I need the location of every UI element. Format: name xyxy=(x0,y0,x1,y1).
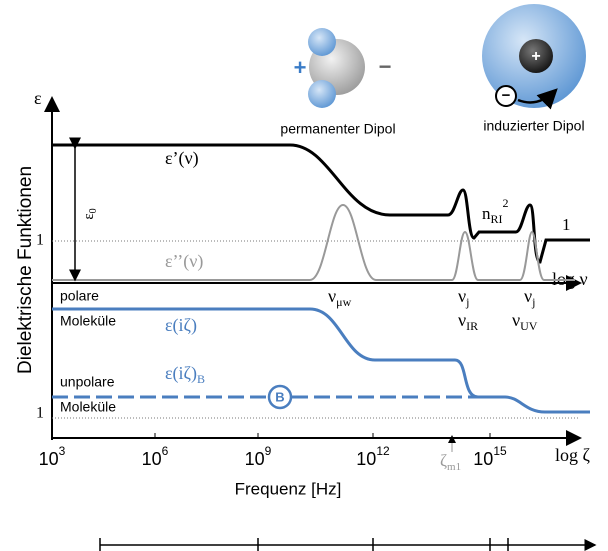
eps-real-curve xyxy=(52,143,590,264)
eps-iz-curve xyxy=(52,307,590,414)
nu-j: νj xyxy=(458,286,469,309)
x-title: Frequenz [Hz] xyxy=(235,479,342,498)
plus: + xyxy=(294,55,307,80)
minus: − xyxy=(379,54,392,79)
unpolar: Moleküle xyxy=(60,399,116,415)
unpolar: unpolare xyxy=(60,374,115,390)
n-ri: nRI2 xyxy=(482,196,509,226)
x-tick-label: 1015 xyxy=(473,444,507,469)
y-label: Dielektrische Funktionen xyxy=(15,166,36,374)
nu-j: νj xyxy=(524,286,535,309)
eps-iz-label: ε(iζ) xyxy=(165,315,197,336)
x-tick-label: 103 xyxy=(39,444,66,469)
label: induzierter Dipol xyxy=(483,118,584,134)
polar: polare xyxy=(60,288,99,304)
polar: Moleküle xyxy=(60,313,116,329)
permanent-dipol: + − permanenter Dipol xyxy=(280,28,396,137)
plus: + xyxy=(531,48,540,65)
x-tick-label: 106 xyxy=(142,444,169,469)
label: permanenter Dipol xyxy=(280,121,395,137)
eps-real-label: ε’(ν) xyxy=(165,148,199,169)
tick-label: 1 xyxy=(36,232,44,249)
x-tick-label: 109 xyxy=(245,444,272,469)
x-label-lower: log ζ xyxy=(555,445,591,465)
zeta-m1: ζm1 xyxy=(440,451,461,473)
nu-uv: νUV xyxy=(512,310,538,333)
eps-imag-curve xyxy=(52,203,575,281)
induced-dipol: + − induzierter Dipol xyxy=(482,4,586,134)
eps0: ε0 xyxy=(81,208,99,219)
b-marker: B xyxy=(275,389,284,404)
nu-mw: νμw xyxy=(328,286,352,309)
eps-imag-label: ε’’(ν) xyxy=(165,251,203,272)
one-label: 1 xyxy=(562,215,571,234)
minus: − xyxy=(502,87,511,104)
tick-label: 1 xyxy=(36,405,44,422)
x-tick-label: 1012 xyxy=(356,444,390,469)
eps-izb-label: ε(iζ)B xyxy=(165,363,205,386)
y-symbol: ε xyxy=(34,88,42,108)
nu-ir: νIR xyxy=(458,310,478,333)
